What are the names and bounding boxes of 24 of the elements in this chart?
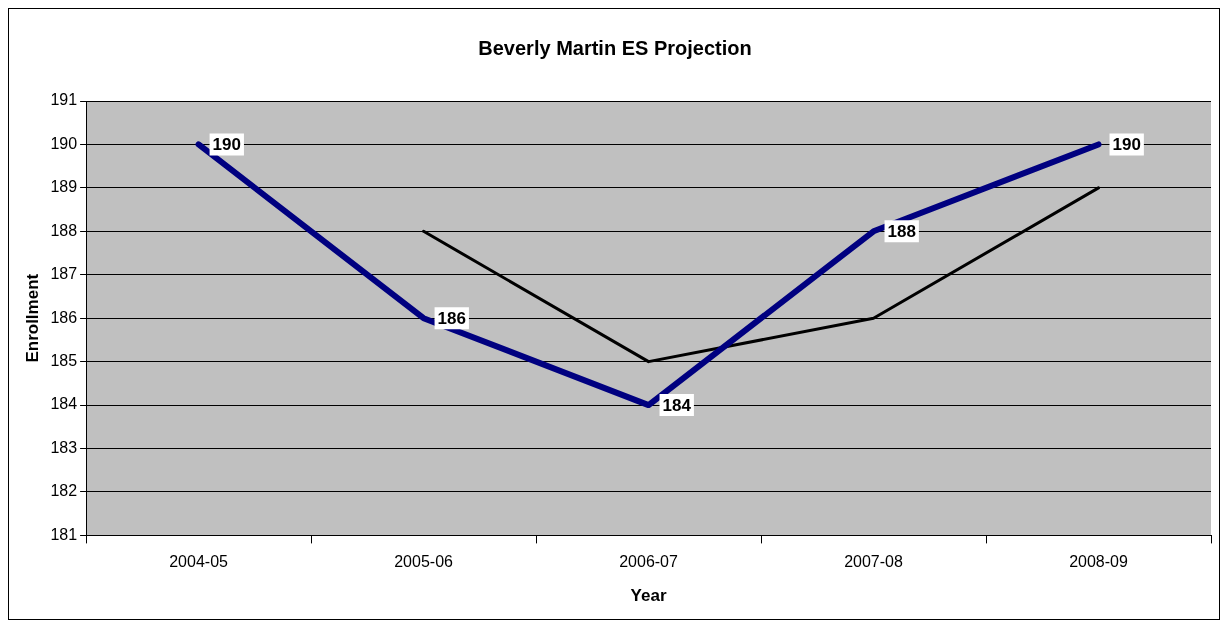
y-tick-label: 184: [50, 395, 78, 413]
x-tick-label: 2006-07: [619, 553, 679, 571]
data-label: 184: [662, 395, 692, 415]
data-label: 188: [887, 222, 916, 242]
y-tick-label: 188: [50, 221, 78, 239]
data-label: 190: [1112, 135, 1141, 155]
chart-title: Beverly Martin ES Projection: [478, 36, 752, 59]
y-tick-label: 183: [50, 438, 78, 456]
y-tick-label: 187: [50, 265, 78, 283]
data-label: 190: [212, 135, 241, 155]
y-tick-label: 182: [50, 482, 78, 500]
x-tick-label: 2007-08: [844, 553, 903, 571]
y-tick-label: 189: [50, 178, 78, 196]
y-tick-label: 191: [50, 91, 78, 109]
x-tick-label: 2004-05: [169, 553, 229, 571]
y-tick-label: 186: [50, 308, 78, 326]
x-tick-label: 2008-09: [1069, 553, 1128, 571]
y-tick-label: 190: [50, 134, 78, 152]
x-tick-label: 2005-06: [394, 553, 454, 571]
y-axis-title: Enrollment: [22, 273, 42, 363]
data-label: 186: [437, 308, 466, 328]
y-tick-label: 181: [50, 525, 78, 543]
y-tick-label: 185: [50, 352, 78, 370]
x-axis-title: Year: [630, 586, 667, 606]
